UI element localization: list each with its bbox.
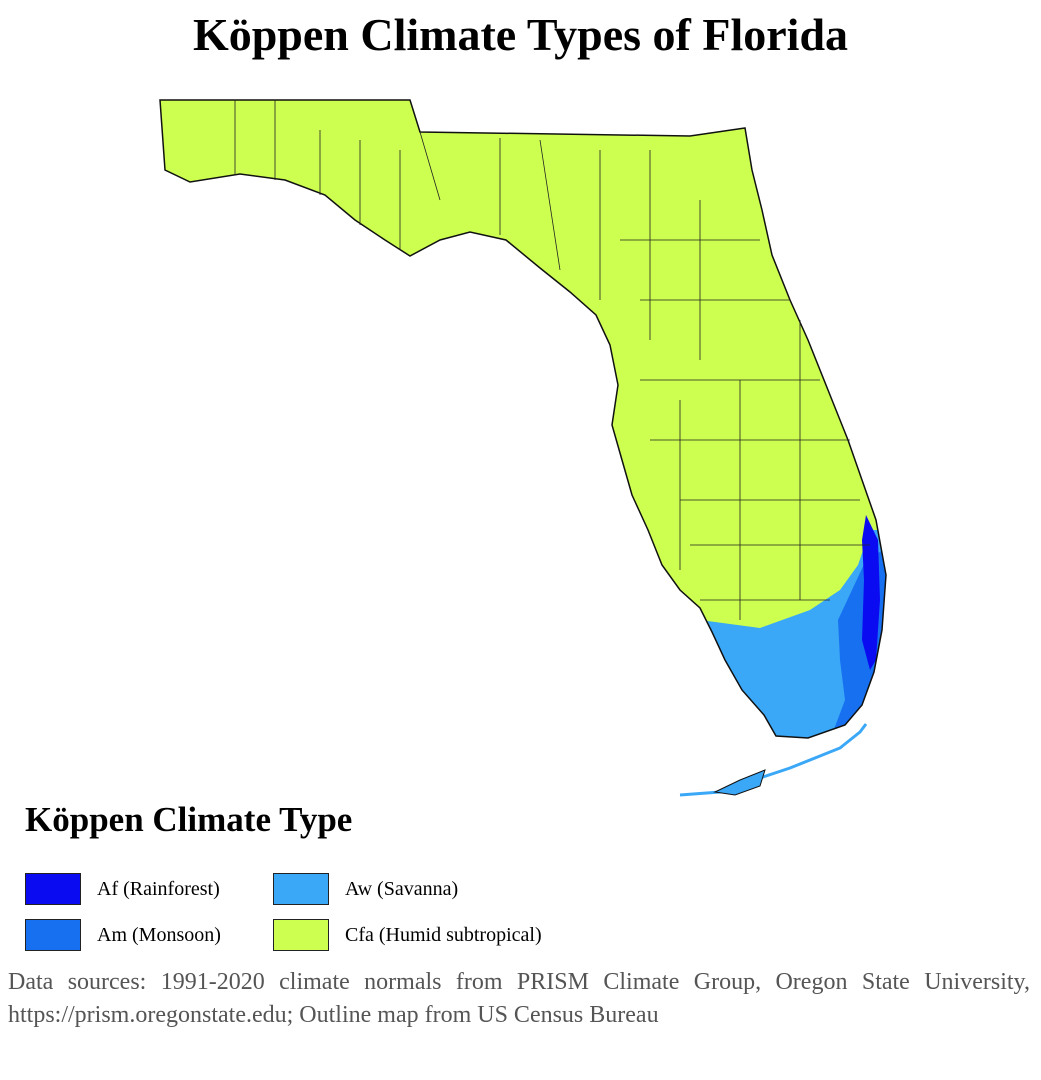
legend-item: Aw (Savanna) (273, 873, 458, 905)
source-note: Data sources: 1991-2020 climate normals … (8, 969, 1030, 1028)
legend-label: Af (Rainforest) (97, 877, 220, 900)
af-region (862, 515, 880, 670)
legend-item: Cfa (Humid subtropical) (273, 919, 542, 951)
legend-label: Cfa (Humid subtropical) (345, 923, 542, 946)
legend-label: Am (Monsoon) (97, 923, 221, 946)
county-lines (234, 100, 870, 620)
legend-item: Am (Monsoon) (25, 919, 221, 951)
title: Köppen Climate Types of Florida (192, 9, 849, 60)
legend-swatch (273, 873, 329, 905)
florida-keys (713, 769, 766, 796)
legend-label: Aw (Savanna) (345, 877, 459, 900)
map (159, 99, 887, 797)
legend-item: Af (Rainforest) (25, 873, 220, 905)
legend-swatch (25, 873, 81, 905)
legend-swatch (273, 919, 329, 951)
legend-swatch (25, 919, 81, 951)
legend-title: Köppen Climate Type (25, 800, 353, 839)
florida-keys (679, 723, 868, 797)
